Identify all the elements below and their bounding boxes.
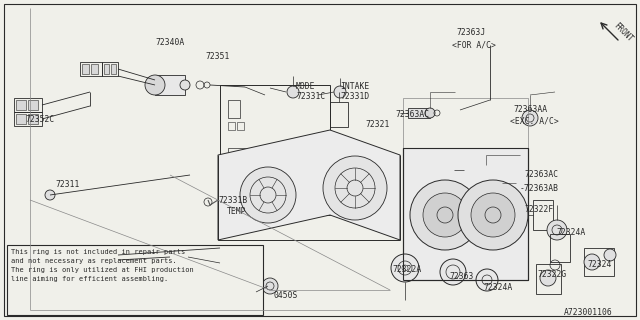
Text: FRONT: FRONT: [612, 21, 635, 43]
Bar: [228, 122, 235, 130]
Circle shape: [287, 86, 299, 98]
Text: This ring is not included in repair parts
and not necessary as replacement parts: This ring is not included in repair part…: [11, 249, 194, 282]
Text: <FOR A/C>: <FOR A/C>: [452, 40, 496, 49]
Bar: [16, 114, 26, 124]
Bar: [16, 100, 26, 110]
Text: 72331C: 72331C: [296, 92, 325, 101]
Circle shape: [45, 190, 55, 200]
Bar: [7, 245, 263, 315]
Bar: [464, 165, 486, 175]
Bar: [91, 64, 98, 74]
Text: 72324: 72324: [587, 260, 611, 269]
Bar: [14, 112, 42, 126]
Bar: [403, 98, 528, 148]
Circle shape: [423, 193, 467, 237]
Circle shape: [262, 278, 278, 294]
Text: MODE: MODE: [296, 82, 316, 91]
Circle shape: [391, 254, 419, 282]
Text: 72340A: 72340A: [155, 38, 184, 47]
Circle shape: [145, 75, 165, 95]
Bar: [237, 122, 244, 130]
Text: 72351: 72351: [205, 52, 229, 61]
Bar: [550, 234, 570, 262]
Bar: [104, 64, 109, 74]
Bar: [533, 200, 553, 230]
Circle shape: [323, 156, 387, 220]
Circle shape: [458, 180, 528, 250]
Bar: [220, 85, 330, 215]
Text: 72324A: 72324A: [556, 228, 585, 237]
Circle shape: [410, 180, 480, 250]
Text: 72363AA: 72363AA: [513, 105, 547, 114]
Text: 72321: 72321: [365, 120, 389, 129]
Bar: [80, 62, 102, 76]
Circle shape: [334, 86, 346, 98]
Bar: [408, 108, 430, 118]
Circle shape: [540, 270, 556, 286]
Text: -72363AB: -72363AB: [520, 184, 559, 193]
Bar: [155, 75, 185, 95]
Circle shape: [110, 251, 122, 263]
Text: 72331D: 72331D: [340, 92, 369, 101]
Circle shape: [481, 165, 491, 175]
Bar: [536, 264, 561, 294]
Text: 72322A: 72322A: [392, 265, 421, 274]
Bar: [28, 114, 38, 124]
Bar: [228, 100, 240, 118]
Text: TEMP: TEMP: [227, 207, 246, 216]
Text: 72322F: 72322F: [524, 205, 553, 214]
Polygon shape: [218, 130, 400, 240]
Bar: [14, 98, 42, 112]
Text: 72322G: 72322G: [537, 270, 566, 279]
Bar: [28, 100, 38, 110]
Circle shape: [476, 269, 498, 291]
Circle shape: [240, 167, 296, 223]
Text: 72311: 72311: [55, 180, 79, 189]
Bar: [403, 148, 528, 206]
Circle shape: [425, 108, 435, 118]
Circle shape: [492, 178, 502, 188]
Polygon shape: [403, 148, 528, 280]
Bar: [82, 64, 89, 74]
Bar: [330, 102, 348, 127]
Text: 72363J: 72363J: [456, 28, 485, 37]
Text: 72352C: 72352C: [25, 115, 54, 124]
Text: INTAKE: INTAKE: [340, 82, 369, 91]
Bar: [102, 62, 118, 76]
Text: 72324A: 72324A: [483, 283, 512, 292]
Bar: [228, 148, 246, 166]
Circle shape: [547, 220, 567, 240]
Bar: [584, 248, 614, 276]
Text: A723001106: A723001106: [564, 308, 612, 317]
Text: 0450S: 0450S: [274, 291, 298, 300]
Text: <EXC. A/C>: <EXC. A/C>: [510, 117, 559, 126]
Bar: [168, 252, 188, 262]
Circle shape: [522, 110, 538, 126]
Text: 72363AC: 72363AC: [524, 170, 558, 179]
Text: 72331B: 72331B: [218, 196, 247, 205]
Text: 72363: 72363: [449, 272, 474, 281]
Bar: [111, 64, 116, 74]
Circle shape: [604, 249, 616, 261]
Circle shape: [440, 259, 466, 285]
Text: 72363AC: 72363AC: [395, 110, 429, 119]
Circle shape: [471, 193, 515, 237]
Circle shape: [584, 254, 600, 270]
Circle shape: [180, 80, 190, 90]
